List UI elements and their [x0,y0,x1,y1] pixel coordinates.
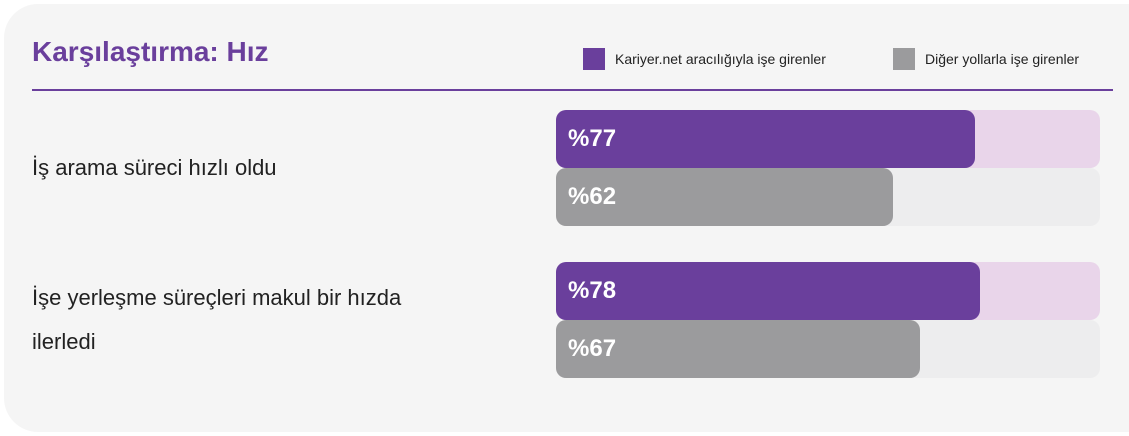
bar [556,320,921,378]
bar [556,110,975,168]
value-label: %67 [568,335,617,362]
legend-label: Diğer yollarla işe girenler [925,51,1080,67]
value-label: %78 [568,277,617,304]
legend-swatch [583,48,605,70]
category-label: İş arama süreci hızlı oldu [32,155,277,180]
bar [556,262,981,320]
bar [556,168,894,226]
legend-swatch [893,48,915,70]
chart-title: Karşılaştırma: Hız [32,36,269,67]
value-label: %62 [568,183,617,210]
value-label: %77 [568,125,617,152]
divider [32,89,1113,91]
category-label: İşe yerleşme süreçleri makul bir hızda i… [32,285,402,354]
legend-label: Kariyer.net aracılığıyla işe girenler [615,51,826,67]
